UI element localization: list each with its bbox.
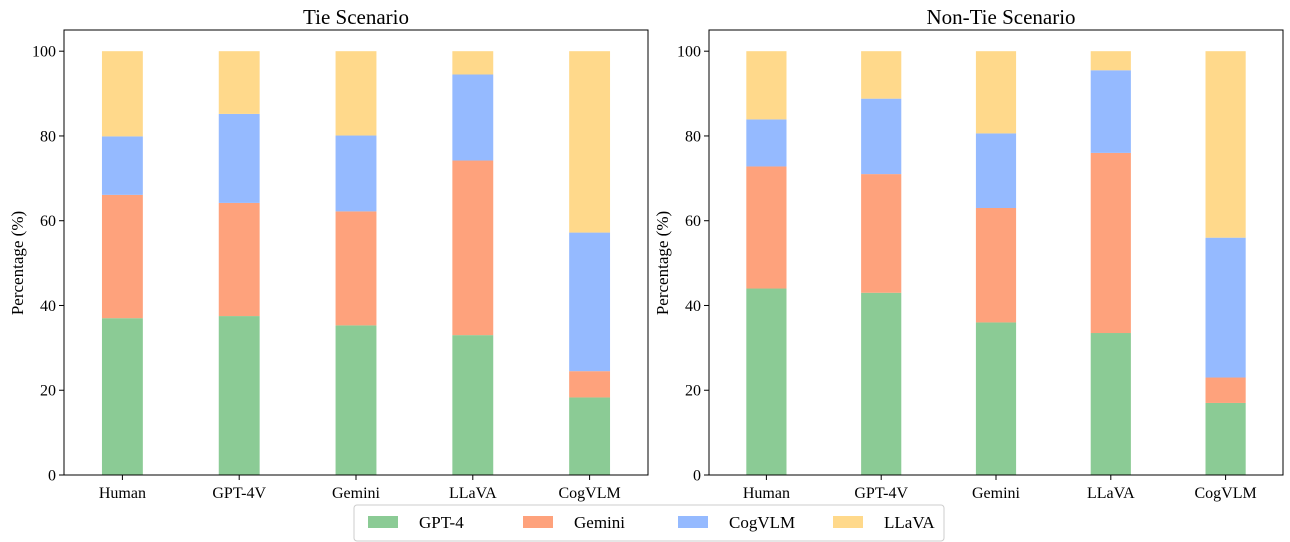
x-tick-label: Human xyxy=(99,485,146,502)
axes: Human GPT-4V Gemini LLaVA CogVLM 0 20 40 60 80 100 xyxy=(677,29,1284,502)
bar-gemini-gemini xyxy=(975,208,1017,323)
bar-human-gpt-4 xyxy=(101,318,143,475)
y-tick-label: 80 xyxy=(40,128,56,145)
plot-frame xyxy=(708,29,1284,476)
bar-group xyxy=(101,51,611,475)
legend-label: LLaVA xyxy=(884,513,935,532)
bar-llava-gemini xyxy=(1090,152,1131,334)
x-tick-label: CogVLM xyxy=(1194,485,1256,502)
bar-gemini-cogvlm xyxy=(975,133,1017,208)
y-tick-label: 20 xyxy=(40,383,56,400)
y-tick-label: 100 xyxy=(32,44,56,61)
bar-cogvlm-gpt-4 xyxy=(569,397,611,475)
bar-cogvlm-cogvlm xyxy=(569,232,611,372)
bar-llava-llava xyxy=(1090,51,1131,71)
x-tick-label: Gemini xyxy=(972,485,1021,502)
bar-gpt-4v-cogvlm xyxy=(218,113,260,203)
legend-item-gpt-4: GPT-4 xyxy=(368,513,464,532)
bar-llava-llava xyxy=(452,51,494,75)
bar-llava-gemini xyxy=(452,160,494,336)
bar-llava-cogvlm xyxy=(1090,70,1131,153)
bar-group xyxy=(746,51,1246,475)
bar-cogvlm-llava xyxy=(569,51,611,233)
bar-gemini-llava xyxy=(975,51,1017,134)
legend-item-gemini: Gemini xyxy=(523,513,625,532)
y-tick-label: 80 xyxy=(685,128,701,145)
x-tick-label: Human xyxy=(743,485,790,502)
non-tie-scenario-chart: Non-Tie Scenario Percentage (%) Human GPT… xyxy=(653,5,1284,502)
bar-cogvlm-llava xyxy=(1205,51,1246,238)
legend-label: CogVLM xyxy=(729,513,795,532)
x-tick-label: LLaVA xyxy=(1087,485,1135,502)
bar-cogvlm-gemini xyxy=(1205,377,1246,403)
legend-swatch xyxy=(678,516,708,528)
y-tick-label: 40 xyxy=(685,298,701,315)
y-axis-label: Percentage (%) xyxy=(653,211,672,315)
legend-label: Gemini xyxy=(574,513,625,532)
legend-swatch xyxy=(368,516,398,528)
bar-llava-gpt-4 xyxy=(452,335,494,475)
bar-cogvlm-gpt-4 xyxy=(1205,402,1246,475)
bar-gpt-4v-gemini xyxy=(218,202,260,317)
bar-human-gemini xyxy=(746,166,787,289)
bar-gemini-cogvlm xyxy=(335,135,377,212)
bar-gemini-gemini xyxy=(335,211,377,326)
bar-cogvlm-cogvlm xyxy=(1205,237,1246,378)
chart-title: Non-Tie Scenario xyxy=(926,5,1075,29)
legend-item-cogvlm: CogVLM xyxy=(678,513,795,532)
x-tick-label: GPT-4V xyxy=(854,485,908,502)
y-tick-label: 100 xyxy=(677,44,701,61)
bar-gemini-gpt-4 xyxy=(975,322,1017,475)
y-tick-label: 0 xyxy=(48,468,56,485)
legend-swatch xyxy=(523,516,553,528)
legend: GPT-4 Gemini CogVLM LLaVA xyxy=(353,504,945,542)
x-tick-label: CogVLM xyxy=(558,485,620,502)
x-tick-label: LLaVA xyxy=(449,485,497,502)
x-tick-label: GPT-4V xyxy=(212,485,266,502)
legend-item-llava: LLaVA xyxy=(833,513,935,532)
x-tick-label: Gemini xyxy=(332,485,381,502)
bar-llava-cogvlm xyxy=(452,74,494,161)
bar-human-cogvlm xyxy=(101,136,143,195)
y-axis-label: Percentage (%) xyxy=(8,211,27,315)
axes: Human GPT-4V Gemini LLaVA CogVLM 0 20 40 60 80 100 xyxy=(32,29,649,502)
y-tick-label: 0 xyxy=(693,468,701,485)
bar-gpt-4v-cogvlm xyxy=(861,98,902,175)
y-tick-label: 60 xyxy=(40,213,56,230)
bar-human-llava xyxy=(101,51,143,137)
bar-human-gemini xyxy=(101,194,143,319)
bar-gemini-llava xyxy=(335,51,377,136)
bar-gpt-4v-llava xyxy=(861,51,902,99)
bar-human-llava xyxy=(746,51,787,120)
y-tick-label: 20 xyxy=(685,383,701,400)
bar-human-cogvlm xyxy=(746,119,787,167)
legend-label: GPT-4 xyxy=(419,513,464,532)
legend-swatch xyxy=(833,516,863,528)
bar-llava-gpt-4 xyxy=(1090,333,1131,475)
bar-gpt-4v-gpt-4 xyxy=(218,316,260,475)
bar-gpt-4v-gemini xyxy=(861,174,902,293)
bar-human-gpt-4 xyxy=(746,288,787,475)
y-tick-label: 40 xyxy=(40,298,56,315)
chart-title: Tie Scenario xyxy=(303,5,409,29)
bar-gpt-4v-gpt-4 xyxy=(861,292,902,475)
legend-frame xyxy=(353,504,945,542)
y-tick-label: 60 xyxy=(685,213,701,230)
plot-frame xyxy=(63,29,649,476)
bar-cogvlm-gemini xyxy=(569,371,611,398)
bar-gemini-gpt-4 xyxy=(335,325,377,475)
bar-gpt-4v-llava xyxy=(218,51,260,114)
tie-scenario-chart: Tie Scenario Percentage (%) Human GPT-4V G… xyxy=(8,5,649,502)
